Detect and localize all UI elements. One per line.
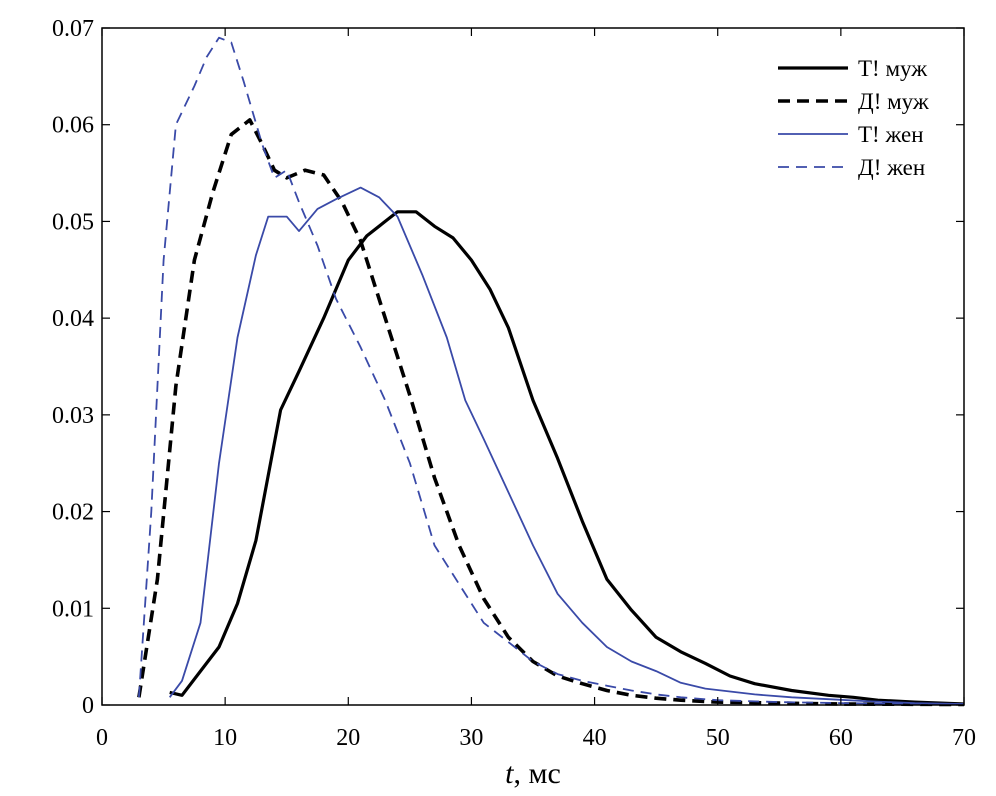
y-tick-label: 0.02: [52, 500, 94, 526]
y-tick-label: 0.07: [52, 16, 94, 42]
y-tick-label: 0.06: [52, 113, 94, 139]
x-tick-label: 0: [96, 725, 108, 751]
series-line-3: [168, 186, 965, 705]
plot-lines: [137, 36, 965, 707]
x-axis-label: t, мс: [505, 757, 561, 790]
y-tick-label: 0.04: [52, 306, 94, 332]
axis-ticks: 0 10 20 30 40 50 60 70 0 0.01 0.02 0.03 0.04 0.05 0.06…: [52, 16, 976, 751]
legend-label-4: Д! жен: [858, 155, 925, 180]
series-line-1: [169, 210, 965, 706]
x-tick-label: 50: [706, 725, 730, 751]
legend-label-3: Т! жен: [858, 122, 924, 147]
x-tick-label: 30: [459, 725, 483, 751]
x-tick-label: 60: [829, 725, 853, 751]
plot-frame: [101, 27, 965, 706]
x-tick-label: 70: [952, 725, 976, 751]
y-tick-label: 0.03: [52, 403, 94, 429]
series-line-4: [138, 36, 965, 706]
x-tick-label: 20: [336, 725, 360, 751]
x-axis-variable: t: [505, 757, 514, 790]
y-tick-label: 0: [82, 693, 94, 719]
y-tick-label: 0.05: [52, 209, 94, 235]
y-tick-label: 0.01: [52, 596, 94, 622]
x-axis-unit: , мс: [514, 757, 561, 790]
legend: Т! муж Д! муж Т! жен Д! жен: [778, 56, 929, 180]
legend-label-2: Д! муж: [858, 89, 929, 114]
series-line-2: [137, 118, 965, 707]
x-tick-label: 40: [583, 725, 607, 751]
x-tick-label: 10: [213, 725, 237, 751]
legend-label-1: Т! муж: [858, 56, 927, 81]
